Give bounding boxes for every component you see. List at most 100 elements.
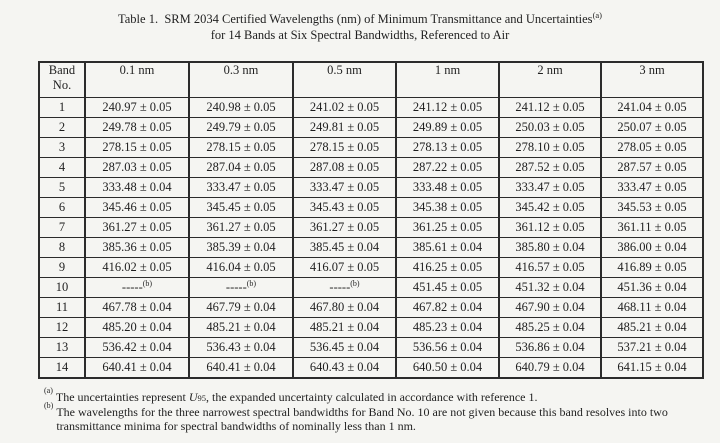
wavelength-value-cell: 537.21 ± 0.04	[600, 337, 704, 358]
wavelength-value-cell: 536.86 ± 0.04	[498, 337, 602, 358]
wavelength-value-cell: 640.41 ± 0.04	[84, 357, 190, 379]
band-number-cell: 12	[38, 317, 86, 338]
table-row: 12 485.20 ± 0.04 485.21 ± 0.04 485.21 ± 0.0…	[38, 317, 704, 338]
header-cell-3-nm: 3 nm	[600, 61, 704, 98]
band-number-cell: 6	[38, 197, 86, 218]
wavelength-value-cell: 241.12 ± 0.05	[498, 97, 602, 118]
wavelength-value-cell: 640.43 ± 0.04	[292, 357, 397, 379]
wavelength-value-cell: 640.41 ± 0.04	[188, 357, 294, 379]
wavelength-value-cell: 241.04 ± 0.05	[600, 97, 704, 118]
wavelength-value-cell: 385.45 ± 0.04	[292, 237, 397, 258]
table-title: Table 1. SRM 2034 Certified Wavelengths …	[0, 0, 720, 43]
wavelength-value-cell: 278.05 ± 0.05	[600, 137, 704, 158]
wavelength-value-cell: 385.39 ± 0.04	[188, 237, 294, 258]
table-row: 8 385.36 ± 0.05 385.39 ± 0.04 385.45 ± 0.04…	[38, 237, 704, 258]
wavelength-value-cell: 287.22 ± 0.05	[395, 157, 500, 178]
table-row: 9 416.02 ± 0.05 416.04 ± 0.05 416.07 ± 0.05…	[38, 257, 704, 278]
wavelength-value-cell: 451.36 ± 0.04	[600, 277, 704, 298]
footnote-a-text: The uncertainties represent U95, the exp…	[56, 390, 704, 405]
footnote-b: (b) The wavelengths for the three narrow…	[44, 400, 704, 434]
table-row: 5 333.48 ± 0.04 333.47 ± 0.05 333.47 ± 0.05…	[38, 177, 704, 198]
wavelength-value-cell: 287.57 ± 0.05	[600, 157, 704, 178]
footnote-a-post: , the expanded uncertainty calculated in…	[206, 390, 538, 404]
wavelength-value-cell: 485.21 ± 0.04	[600, 317, 704, 338]
wavelength-value-cell: 416.25 ± 0.05	[395, 257, 500, 278]
wavelength-value-cell: 468.11 ± 0.04	[600, 297, 704, 318]
wavelength-value-cell: 536.43 ± 0.04	[188, 337, 294, 358]
table-row: 7 361.27 ± 0.05 361.27 ± 0.05 361.27 ± 0.05…	[38, 217, 704, 238]
wavelength-value-cell: 278.15 ± 0.05	[188, 137, 294, 158]
footnote-a-marker: (a)	[44, 386, 53, 395]
wavelength-value-cell: 385.61 ± 0.04	[395, 237, 500, 258]
wavelength-value-cell: 287.03 ± 0.05	[84, 157, 190, 178]
wavelength-value-cell: 485.25 ± 0.04	[498, 317, 602, 338]
wavelength-value-cell: 416.04 ± 0.05	[188, 257, 294, 278]
band-number-cell: 5	[38, 177, 86, 198]
footnote-a-u-symbol: U	[188, 390, 198, 404]
wavelength-value-cell: 451.45 ± 0.05	[395, 277, 500, 298]
band-number-cell: 13	[38, 337, 86, 358]
wavelength-value-cell: 467.80 ± 0.04	[292, 297, 397, 318]
omitted-value-footnote-ref: (b)	[246, 278, 257, 288]
wavelength-value-cell: 250.03 ± 0.05	[498, 117, 602, 138]
wavelength-value-cell: 536.42 ± 0.04	[84, 337, 190, 358]
wavelength-value-cell: 467.79 ± 0.04	[188, 297, 294, 318]
header-cell-0-3-nm: 0.3 nm	[188, 61, 294, 98]
wavelength-value-cell: 278.15 ± 0.05	[292, 137, 397, 158]
wavelength-value-cell: 249.89 ± 0.05	[395, 117, 500, 138]
header-cell-0-1-nm: 0.1 nm	[84, 61, 190, 98]
band-number-cell: 7	[38, 217, 86, 238]
band-number-cell: 9	[38, 257, 86, 278]
wavelength-value-cell: 416.89 ± 0.05	[600, 257, 704, 278]
wavelength-value-cell: 333.48 ± 0.04	[84, 177, 190, 198]
table-row: 6 345.46 ± 0.05 345.45 ± 0.05 345.43 ± 0.05…	[38, 197, 704, 218]
wavelength-value-cell: 333.47 ± 0.05	[498, 177, 602, 198]
table-body: 1 240.97 ± 0.05 240.98 ± 0.05 241.02 ± 0.05…	[38, 97, 704, 379]
omitted-value-dashes: -----	[329, 280, 351, 294]
table-row: 14 640.41 ± 0.04 640.41 ± 0.04 640.43 ± 0.0…	[38, 357, 704, 379]
wavelength-value-cell: 241.02 ± 0.05	[292, 97, 397, 118]
band-number-cell: 8	[38, 237, 86, 258]
wavelength-value-cell: 485.23 ± 0.04	[395, 317, 500, 338]
band-number-cell: 2	[38, 117, 86, 138]
wavelength-value-cell: 640.50 ± 0.04	[395, 357, 500, 379]
wavelength-value-cell: 249.78 ± 0.05	[84, 117, 190, 138]
wavelength-value-cell: 249.81 ± 0.05	[292, 117, 397, 138]
wavelength-value-cell: 641.15 ± 0.04	[600, 357, 704, 379]
wavelength-value-cell: 416.07 ± 0.05	[292, 257, 397, 278]
wavelength-value-cell: 345.38 ± 0.05	[395, 197, 500, 218]
wavelength-value-cell: 485.20 ± 0.04	[84, 317, 190, 338]
wavelength-value-cell: 241.12 ± 0.05	[395, 97, 500, 118]
footnote-a-pre: The uncertainties represent	[55, 390, 189, 404]
omitted-value-dashes: -----	[225, 280, 247, 294]
wavelength-value-cell: -----(b)	[188, 277, 294, 298]
footnote-b-marker: (b)	[44, 400, 54, 410]
table-row: 13 536.42 ± 0.04 536.43 ± 0.04 536.45 ± 0.0…	[38, 337, 704, 358]
wavelength-value-cell: 385.80 ± 0.04	[498, 237, 602, 258]
header-cell-2-nm: 2 nm	[498, 61, 602, 98]
wavelength-value-cell: 451.32 ± 0.04	[498, 277, 602, 298]
wavelength-value-cell: 345.53 ± 0.05	[600, 197, 704, 218]
wavelength-value-cell: 278.13 ± 0.05	[395, 137, 500, 158]
table-row: 1 240.97 ± 0.05 240.98 ± 0.05 241.02 ± 0.05…	[38, 97, 704, 118]
band-number-cell: 3	[38, 137, 86, 158]
wavelength-value-cell: 485.21 ± 0.04	[188, 317, 294, 338]
wavelength-value-cell: 345.43 ± 0.05	[292, 197, 397, 218]
wavelength-value-cell: 467.82 ± 0.04	[395, 297, 500, 318]
wavelength-value-cell: 467.90 ± 0.04	[498, 297, 602, 318]
wavelength-value-cell: 250.07 ± 0.05	[600, 117, 704, 138]
wavelength-value-cell: -----(b)	[84, 277, 190, 298]
omitted-value-dashes: -----	[121, 280, 143, 294]
table-title-line2: for 14 Bands at Six Spectral Bandwidths,…	[0, 27, 720, 43]
wavelength-value-cell: 640.79 ± 0.04	[498, 357, 602, 379]
wavelength-value-cell: 485.21 ± 0.04	[292, 317, 397, 338]
table-title-line2-text: for 14 Bands at Six Spectral Bandwidths,…	[210, 28, 510, 42]
wavelength-value-cell: 249.79 ± 0.05	[188, 117, 294, 138]
wavelength-value-cell: 345.45 ± 0.05	[188, 197, 294, 218]
footnote-a: (a) The uncertainties represent U95, the…	[44, 386, 704, 405]
table-row: 4 287.03 ± 0.05 287.04 ± 0.05 287.08 ± 0.05…	[38, 157, 704, 178]
wavelength-value-cell: 278.10 ± 0.05	[498, 137, 602, 158]
table-row: 10 -----(b) -----(b) -----(b) 451.45 ± 0.05 4…	[38, 277, 704, 298]
omitted-value-footnote-ref: (b)	[142, 278, 153, 288]
wavelength-value-cell: 361.25 ± 0.05	[395, 217, 500, 238]
